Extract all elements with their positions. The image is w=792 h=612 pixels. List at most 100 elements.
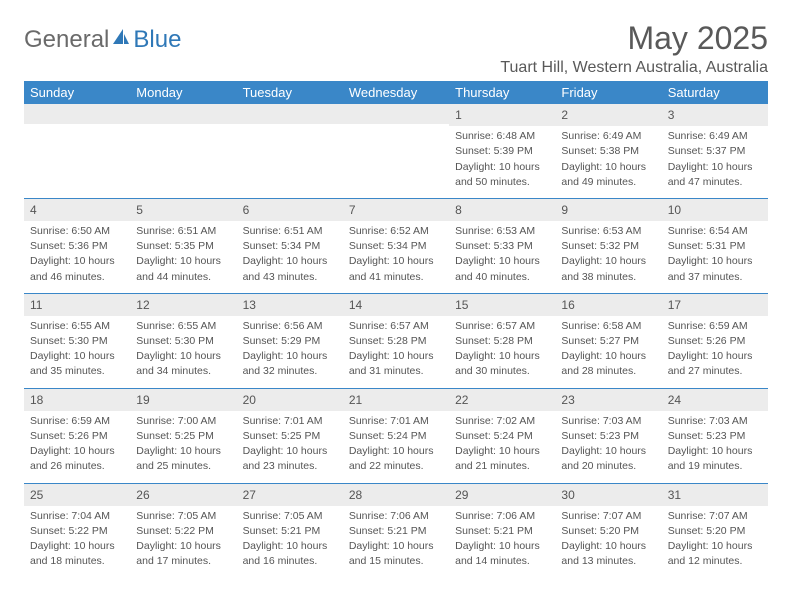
- weekday-header: Friday: [555, 81, 661, 104]
- day-number: 24: [662, 389, 768, 411]
- daylight-text: and 40 minutes.: [455, 270, 549, 284]
- sunset-text: Sunset: 5:24 PM: [455, 429, 549, 443]
- daylight-text: and 13 minutes.: [561, 554, 655, 568]
- day-number: 7: [343, 199, 449, 221]
- day-body: Sunrise: 6:56 AMSunset: 5:29 PMDaylight:…: [237, 316, 343, 388]
- calendar-cell: 17Sunrise: 6:59 AMSunset: 5:26 PMDayligh…: [662, 293, 768, 388]
- calendar-cell: 21Sunrise: 7:01 AMSunset: 5:24 PMDayligh…: [343, 388, 449, 483]
- sunset-text: Sunset: 5:34 PM: [243, 239, 337, 253]
- daylight-text: Daylight: 10 hours: [30, 349, 124, 363]
- calendar-row: 1Sunrise: 6:48 AMSunset: 5:39 PMDaylight…: [24, 104, 768, 198]
- day-number: 15: [449, 294, 555, 316]
- day-body: Sunrise: 6:55 AMSunset: 5:30 PMDaylight:…: [130, 316, 236, 388]
- day-number: 29: [449, 484, 555, 506]
- day-number: 13: [237, 294, 343, 316]
- sunset-text: Sunset: 5:32 PM: [561, 239, 655, 253]
- daylight-text: Daylight: 10 hours: [136, 444, 230, 458]
- daylight-text: Daylight: 10 hours: [349, 444, 443, 458]
- daylight-text: and 23 minutes.: [243, 459, 337, 473]
- calendar-cell: 19Sunrise: 7:00 AMSunset: 5:25 PMDayligh…: [130, 388, 236, 483]
- calendar-cell: 20Sunrise: 7:01 AMSunset: 5:25 PMDayligh…: [237, 388, 343, 483]
- daylight-text: Daylight: 10 hours: [136, 349, 230, 363]
- sunrise-text: Sunrise: 7:00 AM: [136, 414, 230, 428]
- daylight-text: and 35 minutes.: [30, 364, 124, 378]
- sunrise-text: Sunrise: 7:05 AM: [243, 509, 337, 523]
- sunrise-text: Sunrise: 6:53 AM: [561, 224, 655, 238]
- sunrise-text: Sunrise: 7:01 AM: [243, 414, 337, 428]
- sunset-text: Sunset: 5:21 PM: [455, 524, 549, 538]
- daylight-text: and 20 minutes.: [561, 459, 655, 473]
- calendar-cell: 9Sunrise: 6:53 AMSunset: 5:32 PMDaylight…: [555, 198, 661, 293]
- daylight-text: Daylight: 10 hours: [455, 254, 549, 268]
- brand-logo: GeneralBlue: [24, 20, 181, 54]
- sunset-text: Sunset: 5:25 PM: [243, 429, 337, 443]
- day-number: 23: [555, 389, 661, 411]
- daylight-text: and 30 minutes.: [455, 364, 549, 378]
- daylight-text: Daylight: 10 hours: [668, 444, 762, 458]
- daylight-text: and 26 minutes.: [30, 459, 124, 473]
- calendar-row: 4Sunrise: 6:50 AMSunset: 5:36 PMDaylight…: [24, 198, 768, 293]
- sunset-text: Sunset: 5:23 PM: [561, 429, 655, 443]
- calendar-cell: 26Sunrise: 7:05 AMSunset: 5:22 PMDayligh…: [130, 483, 236, 577]
- sunrise-text: Sunrise: 7:07 AM: [561, 509, 655, 523]
- day-body: Sunrise: 7:06 AMSunset: 5:21 PMDaylight:…: [449, 506, 555, 578]
- day-body: Sunrise: 6:49 AMSunset: 5:37 PMDaylight:…: [662, 126, 768, 198]
- sunset-text: Sunset: 5:25 PM: [136, 429, 230, 443]
- day-number: 4: [24, 199, 130, 221]
- day-body: Sunrise: 6:57 AMSunset: 5:28 PMDaylight:…: [343, 316, 449, 388]
- daylight-text: Daylight: 10 hours: [243, 539, 337, 553]
- daylight-text: Daylight: 10 hours: [349, 349, 443, 363]
- weekday-header: Saturday: [662, 81, 768, 104]
- daylight-text: and 38 minutes.: [561, 270, 655, 284]
- sunset-text: Sunset: 5:21 PM: [349, 524, 443, 538]
- day-number: 16: [555, 294, 661, 316]
- day-body: Sunrise: 6:51 AMSunset: 5:35 PMDaylight:…: [130, 221, 236, 293]
- daylight-text: Daylight: 10 hours: [30, 444, 124, 458]
- day-number: 18: [24, 389, 130, 411]
- brand-part2: Blue: [133, 26, 181, 54]
- daylight-text: Daylight: 10 hours: [30, 539, 124, 553]
- calendar-row: 11Sunrise: 6:55 AMSunset: 5:30 PMDayligh…: [24, 293, 768, 388]
- calendar-cell: 10Sunrise: 6:54 AMSunset: 5:31 PMDayligh…: [662, 198, 768, 293]
- day-number: 6: [237, 199, 343, 221]
- sunrise-text: Sunrise: 7:02 AM: [455, 414, 549, 428]
- day-number: 9: [555, 199, 661, 221]
- day-body: Sunrise: 7:05 AMSunset: 5:21 PMDaylight:…: [237, 506, 343, 578]
- calendar-cell: 8Sunrise: 6:53 AMSunset: 5:33 PMDaylight…: [449, 198, 555, 293]
- day-body: Sunrise: 6:52 AMSunset: 5:34 PMDaylight:…: [343, 221, 449, 293]
- calendar-cell: [24, 104, 130, 198]
- day-body: Sunrise: 6:59 AMSunset: 5:26 PMDaylight:…: [24, 411, 130, 483]
- day-body: Sunrise: 6:51 AMSunset: 5:34 PMDaylight:…: [237, 221, 343, 293]
- daylight-text: Daylight: 10 hours: [349, 254, 443, 268]
- daylight-text: and 49 minutes.: [561, 175, 655, 189]
- empty-day: [343, 104, 449, 124]
- day-body: Sunrise: 7:01 AMSunset: 5:25 PMDaylight:…: [237, 411, 343, 483]
- daylight-text: and 32 minutes.: [243, 364, 337, 378]
- month-title: May 2025: [500, 20, 768, 57]
- daylight-text: Daylight: 10 hours: [136, 539, 230, 553]
- weekday-header: Thursday: [449, 81, 555, 104]
- day-body: Sunrise: 6:55 AMSunset: 5:30 PMDaylight:…: [24, 316, 130, 388]
- sunrise-text: Sunrise: 6:49 AM: [668, 129, 762, 143]
- sunrise-text: Sunrise: 7:05 AM: [136, 509, 230, 523]
- sunrise-text: Sunrise: 6:54 AM: [668, 224, 762, 238]
- calendar-cell: 16Sunrise: 6:58 AMSunset: 5:27 PMDayligh…: [555, 293, 661, 388]
- daylight-text: and 15 minutes.: [349, 554, 443, 568]
- empty-day: [24, 104, 130, 124]
- calendar-body: 1Sunrise: 6:48 AMSunset: 5:39 PMDaylight…: [24, 104, 768, 577]
- day-number: 21: [343, 389, 449, 411]
- sunset-text: Sunset: 5:39 PM: [455, 144, 549, 158]
- sunrise-text: Sunrise: 7:06 AM: [455, 509, 549, 523]
- sunrise-text: Sunrise: 6:55 AM: [30, 319, 124, 333]
- daylight-text: and 16 minutes.: [243, 554, 337, 568]
- day-body: Sunrise: 6:53 AMSunset: 5:32 PMDaylight:…: [555, 221, 661, 293]
- day-body: Sunrise: 7:01 AMSunset: 5:24 PMDaylight:…: [343, 411, 449, 483]
- sunset-text: Sunset: 5:34 PM: [349, 239, 443, 253]
- daylight-text: Daylight: 10 hours: [561, 254, 655, 268]
- sunset-text: Sunset: 5:36 PM: [30, 239, 124, 253]
- weekday-header: Monday: [130, 81, 236, 104]
- sunset-text: Sunset: 5:28 PM: [455, 334, 549, 348]
- sunrise-text: Sunrise: 6:59 AM: [30, 414, 124, 428]
- sunrise-text: Sunrise: 7:06 AM: [349, 509, 443, 523]
- daylight-text: Daylight: 10 hours: [243, 444, 337, 458]
